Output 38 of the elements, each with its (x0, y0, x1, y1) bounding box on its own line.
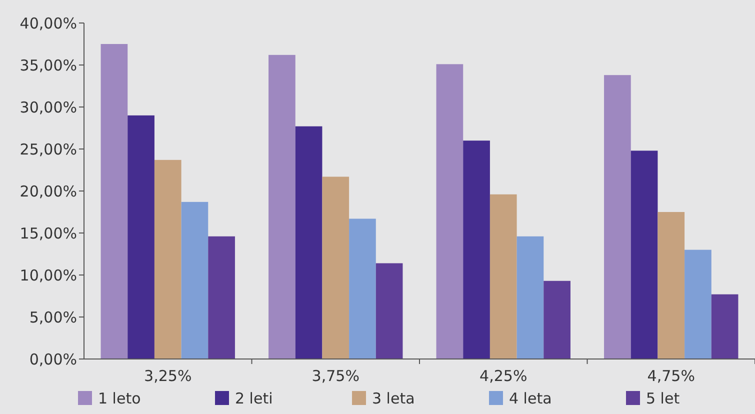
bar (100, 44, 128, 359)
bar (295, 126, 322, 359)
bar (684, 250, 712, 359)
bar (436, 64, 464, 359)
y-tick-label: 10,00% (20, 266, 77, 284)
bar (463, 140, 490, 359)
bar (349, 218, 376, 359)
bar (181, 202, 208, 359)
y-tick-label: 40,00% (20, 14, 77, 32)
legend-label: 2 leti (235, 389, 273, 408)
legend-label: 5 let (646, 389, 680, 408)
bar (208, 236, 235, 359)
legend-label: 1 leto (98, 389, 141, 408)
bar (154, 160, 182, 359)
bar (711, 294, 738, 359)
bar (268, 54, 296, 359)
y-tick-label: 35,00% (20, 56, 77, 74)
y-tick-label: 30,00% (20, 98, 77, 116)
bar (516, 236, 544, 359)
bar (630, 150, 658, 359)
y-tick-label: 15,00% (20, 224, 77, 242)
bar (322, 176, 350, 359)
y-tick-label: 25,00% (20, 140, 77, 158)
bar (544, 280, 570, 359)
bar (128, 115, 154, 359)
bar (658, 212, 685, 359)
x-tick-label: 3,25% (144, 367, 192, 385)
legend-label: 4 leta (509, 389, 552, 408)
y-tick-label: 5,00% (29, 308, 77, 326)
legend-label: 3 leta (372, 389, 415, 408)
y-tick-label: 0,00% (29, 350, 77, 368)
x-tick-label: 3,75% (312, 367, 360, 385)
bar (490, 194, 517, 359)
bar (604, 75, 631, 359)
y-tick-label: 20,00% (20, 182, 77, 200)
bar (376, 263, 403, 359)
x-tick-label: 4,75% (647, 367, 695, 385)
x-tick-label: 4,25% (480, 367, 528, 385)
